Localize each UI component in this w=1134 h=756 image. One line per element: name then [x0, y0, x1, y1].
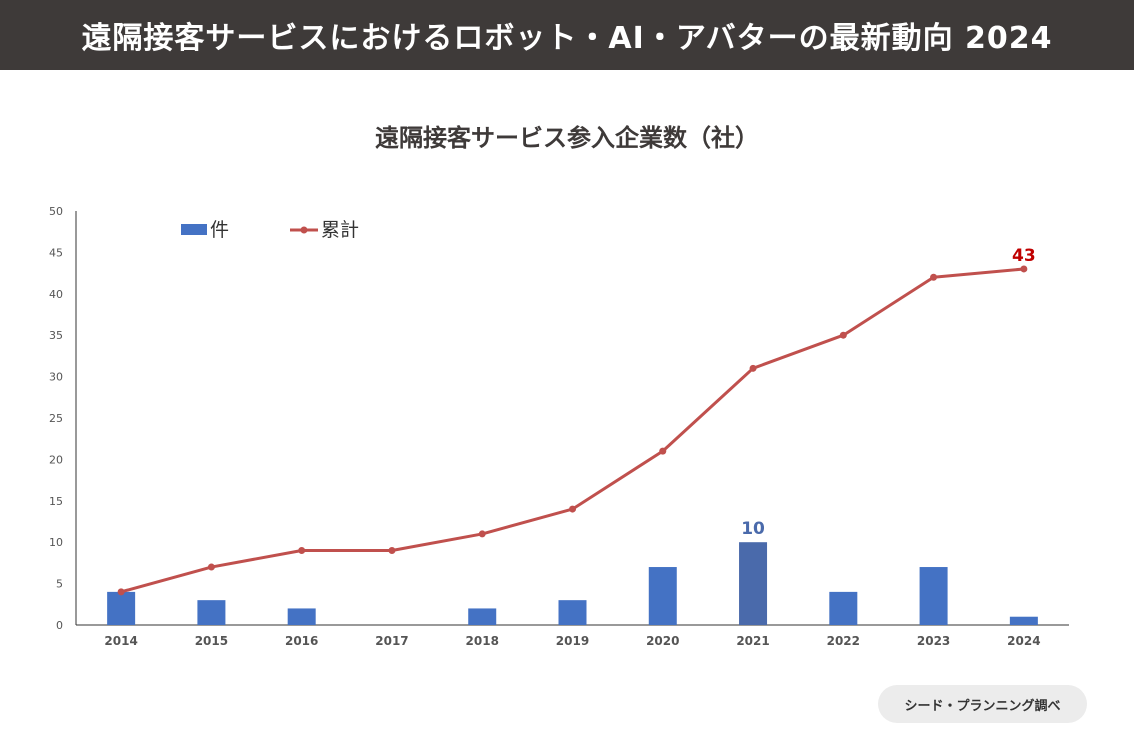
x-tick-label: 2019: [556, 634, 589, 648]
bar-2020: [648, 567, 677, 625]
legend-bar-swatch: [181, 224, 207, 235]
bar-2023: [919, 567, 948, 625]
y-tick-label: 0: [56, 619, 63, 632]
x-tick-label: 2022: [827, 634, 860, 648]
cumulative-line: [120, 267, 1025, 594]
line-point-2019: [569, 505, 576, 513]
bar-2014: [107, 591, 136, 625]
bar-2015: [197, 600, 226, 625]
line-point-2014: [117, 588, 125, 596]
source-badge: シード・プランニング調べ: [878, 685, 1087, 723]
line-point-2021: [749, 364, 757, 372]
x-tick-label: 2017: [375, 634, 408, 648]
y-tick-label: 25: [49, 412, 63, 425]
y-tick-label: 5: [56, 578, 63, 591]
line-point-2018: [478, 530, 486, 538]
legend-line-label: 累計: [321, 219, 359, 241]
y-tick-label: 15: [49, 495, 63, 508]
chart-title: 遠隔接客サービス参入企業数（社）: [375, 124, 759, 152]
bar-2024: [1009, 616, 1038, 625]
bar-2018: [468, 608, 497, 625]
line-point-2024: [1020, 265, 1028, 273]
y-tick-label: 45: [49, 246, 63, 259]
line-point-2020: [659, 447, 667, 455]
x-tick-label: 2024: [1007, 634, 1040, 648]
y-tick-label: 10: [49, 536, 63, 549]
y-tick-label: 30: [49, 371, 63, 384]
x-tick-label: 2021: [736, 634, 769, 648]
x-tick-label: 2014: [104, 634, 137, 648]
source-label: シード・プランニング調べ: [904, 698, 1061, 714]
x-tick-label: 2018: [466, 634, 499, 648]
line-point-2017: [388, 546, 396, 554]
line-point-2015: [207, 563, 215, 571]
y-tick-label: 50: [49, 205, 63, 218]
line-point-2016: [298, 546, 306, 554]
page-title: 遠隔接客サービスにおけるロボット・AI・アバターの最新動向 2024: [81, 21, 1053, 56]
x-tick-label: 2020: [646, 634, 679, 648]
y-tick-label: 20: [49, 453, 63, 466]
bar-2022: [829, 591, 858, 625]
page-header: 遠隔接客サービスにおけるロボット・AI・アバターの最新動向 2024: [0, 0, 1134, 70]
line-point-2022: [839, 331, 847, 339]
legend-line-marker: [300, 226, 308, 234]
bar-2016: [287, 608, 316, 625]
bar-data-label: 10: [741, 519, 765, 539]
y-tick-label: 35: [49, 329, 63, 342]
x-tick-label: 2023: [917, 634, 950, 648]
x-tick-label: 2015: [195, 634, 228, 648]
bar-2021: [739, 542, 768, 625]
x-tick-label: 2016: [285, 634, 318, 648]
line-data-label: 43: [1012, 246, 1036, 266]
legend-bar-label: 件: [210, 219, 229, 241]
bar-2019: [558, 600, 587, 625]
line-point-2023: [930, 273, 938, 281]
y-tick-label: 40: [49, 288, 63, 301]
